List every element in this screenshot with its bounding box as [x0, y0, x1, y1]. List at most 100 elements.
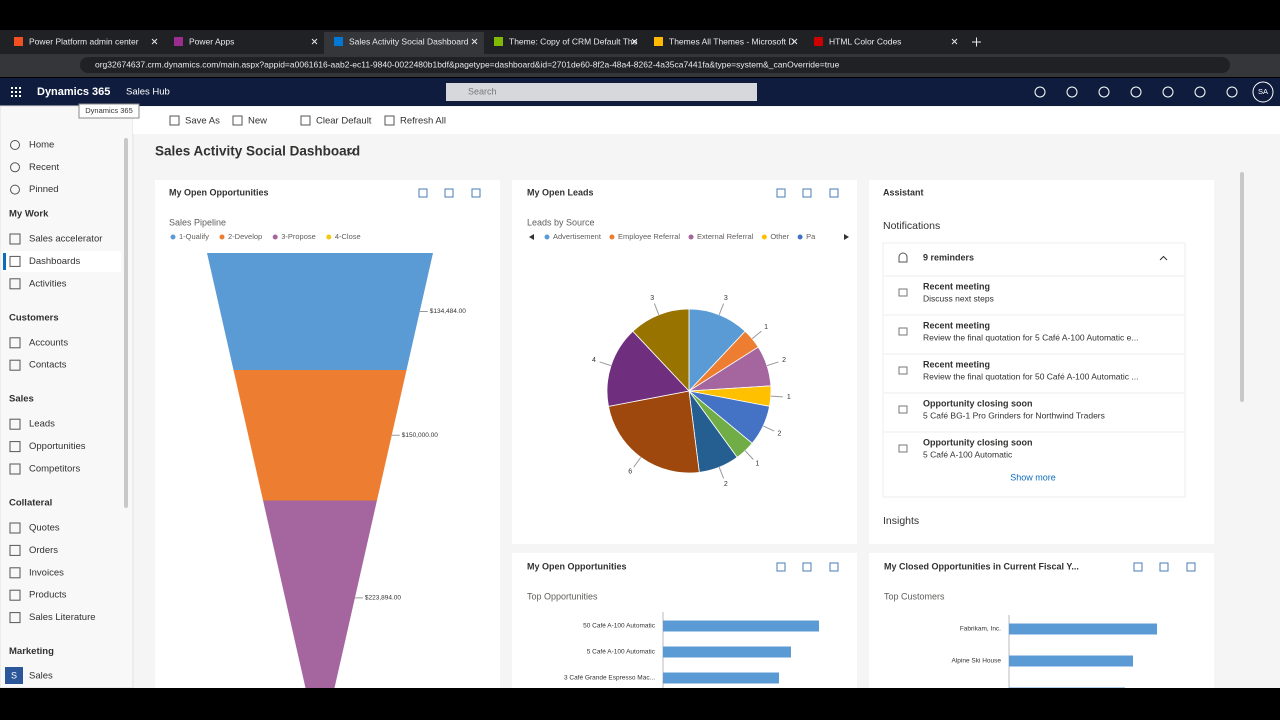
url-field[interactable]	[80, 57, 1230, 73]
active-tab[interactable]	[324, 32, 484, 54]
panel-title: My Closed Opportunities in Current Fisca…	[884, 561, 1079, 571]
notification-title[interactable]: Opportunity closing soon	[923, 437, 1033, 447]
search-box[interactable]	[446, 83, 757, 101]
new-tab[interactable]	[972, 37, 981, 47]
tab-close[interactable]	[311, 38, 318, 45]
collapse-chevron[interactable]	[1159, 255, 1168, 261]
tab-close[interactable]	[631, 38, 638, 45]
tab-title[interactable]: Power Platform admin center	[29, 36, 139, 46]
nav-item[interactable]: Home	[29, 140, 54, 151]
command-icon[interactable]	[169, 115, 180, 126]
avatar[interactable]	[1252, 81, 1274, 103]
command-icon[interactable]	[232, 115, 243, 126]
nav-icon	[9, 589, 21, 601]
legend-prev[interactable]	[529, 234, 534, 240]
notification-text: 5 Café A-100 Automatic	[923, 449, 1013, 459]
command-icon[interactable]	[384, 115, 395, 126]
tab-close[interactable]	[151, 38, 158, 45]
panel-action[interactable]	[418, 188, 428, 198]
nav-item[interactable]: Leads	[29, 419, 55, 430]
nav-item[interactable]: Competitors	[29, 464, 80, 475]
app-launcher-dot[interactable]	[15, 91, 17, 93]
reminders[interactable]: 9 reminders	[923, 252, 974, 262]
command[interactable]: Save As	[185, 116, 220, 127]
nav-item[interactable]: Recent	[29, 162, 59, 173]
nav-item[interactable]: Products	[29, 590, 67, 601]
nav-item[interactable]: Contacts	[29, 360, 67, 371]
panel-action[interactable]	[444, 188, 454, 198]
data-label: 2	[782, 357, 786, 364]
nav-item[interactable]: Quotes	[29, 523, 60, 534]
panel-action[interactable]	[829, 562, 839, 572]
app-name[interactable]: Sales Hub	[126, 87, 170, 98]
header-icon[interactable]	[1130, 86, 1142, 98]
command[interactable]: Refresh All	[400, 116, 446, 127]
data-label: $223,894.00	[365, 595, 402, 602]
area-badge-bg[interactable]	[5, 667, 23, 684]
panel-action[interactable]	[1186, 562, 1196, 572]
tab-title[interactable]: Themes All Themes - Microsoft D	[669, 36, 795, 46]
nav-item[interactable]: Sales accelerator	[29, 234, 102, 245]
header-icon[interactable]	[1098, 86, 1110, 98]
legend-next[interactable]	[844, 234, 849, 240]
tab-title[interactable]: Power Apps	[189, 36, 234, 46]
panel-action[interactable]	[1133, 562, 1143, 572]
tab-title[interactable]: Theme: Copy of CRM Default The	[509, 36, 638, 46]
app-launcher-dot[interactable]	[11, 91, 13, 93]
nav-item[interactable]: Orders	[29, 545, 58, 556]
app-launcher-dot[interactable]	[19, 91, 21, 93]
command[interactable]: Clear Default	[316, 116, 372, 127]
header-icon[interactable]	[1034, 86, 1046, 98]
panel-action[interactable]	[776, 188, 786, 198]
url[interactable]: org32674637.crm.dynamics.com/main.aspx?a…	[95, 59, 840, 69]
nav-item[interactable]: Activities	[29, 278, 67, 289]
tab-close[interactable]	[951, 38, 958, 45]
panel-action[interactable]	[776, 562, 786, 572]
panel-action[interactable]	[802, 188, 812, 198]
app-launcher-dot[interactable]	[15, 95, 17, 97]
area-name[interactable]: Sales	[29, 671, 53, 682]
command-icon[interactable]	[300, 115, 311, 126]
header-icon[interactable]	[1066, 86, 1078, 98]
pie-slice	[607, 390, 700, 474]
panel-action[interactable]	[802, 562, 812, 572]
nav-item[interactable]: Invoices	[29, 567, 64, 578]
data-label: $150,000.00	[402, 432, 439, 439]
tab-icon	[14, 37, 23, 46]
command[interactable]: New	[248, 116, 267, 127]
panel-action[interactable]	[1159, 562, 1169, 572]
show-more[interactable]: Show more	[1010, 472, 1056, 482]
header-icon[interactable]	[1226, 86, 1238, 98]
brand[interactable]: Dynamics 365	[37, 86, 110, 98]
legend-label: 1-Qualify	[179, 232, 209, 241]
notification-title[interactable]: Recent meeting	[923, 359, 990, 369]
panel-action[interactable]	[471, 188, 481, 198]
nav-item[interactable]: Accounts	[29, 337, 68, 348]
header-icon[interactable]	[1162, 86, 1174, 98]
notification-title[interactable]: Opportunity closing soon	[923, 398, 1033, 408]
nav-item[interactable]: Dashboards	[29, 256, 80, 267]
app-launcher-dot[interactable]	[11, 95, 13, 97]
tab-close[interactable]	[471, 38, 478, 45]
nav-item[interactable]: Sales Literature	[29, 612, 96, 623]
notification-title[interactable]: Recent meeting	[923, 320, 990, 330]
bar	[663, 620, 819, 632]
tab-close[interactable]	[791, 38, 798, 45]
notification-title[interactable]: Recent meeting	[923, 281, 990, 291]
app-launcher-dot[interactable]	[19, 87, 21, 89]
tab-title[interactable]: HTML Color Codes	[829, 36, 901, 46]
avatar-initials[interactable]: SA	[1258, 87, 1268, 96]
app-launcher-dot[interactable]	[15, 87, 17, 89]
search-placeholder[interactable]: Search	[468, 86, 497, 96]
app-launcher-dot[interactable]	[11, 87, 13, 89]
leader-line	[766, 361, 779, 367]
app-launcher-dot[interactable]	[19, 95, 21, 97]
header-icon[interactable]	[1194, 86, 1206, 98]
title-chevron[interactable]	[346, 149, 356, 155]
nav-item[interactable]: Pinned	[29, 184, 59, 195]
nav-item[interactable]: Opportunities	[29, 441, 86, 452]
legend-swatch	[797, 234, 803, 240]
tab-title[interactable]: Sales Activity Social Dashboard	[349, 36, 469, 46]
panel-action[interactable]	[829, 188, 839, 198]
dashboard-title[interactable]: Sales Activity Social Dashboard	[155, 144, 360, 159]
